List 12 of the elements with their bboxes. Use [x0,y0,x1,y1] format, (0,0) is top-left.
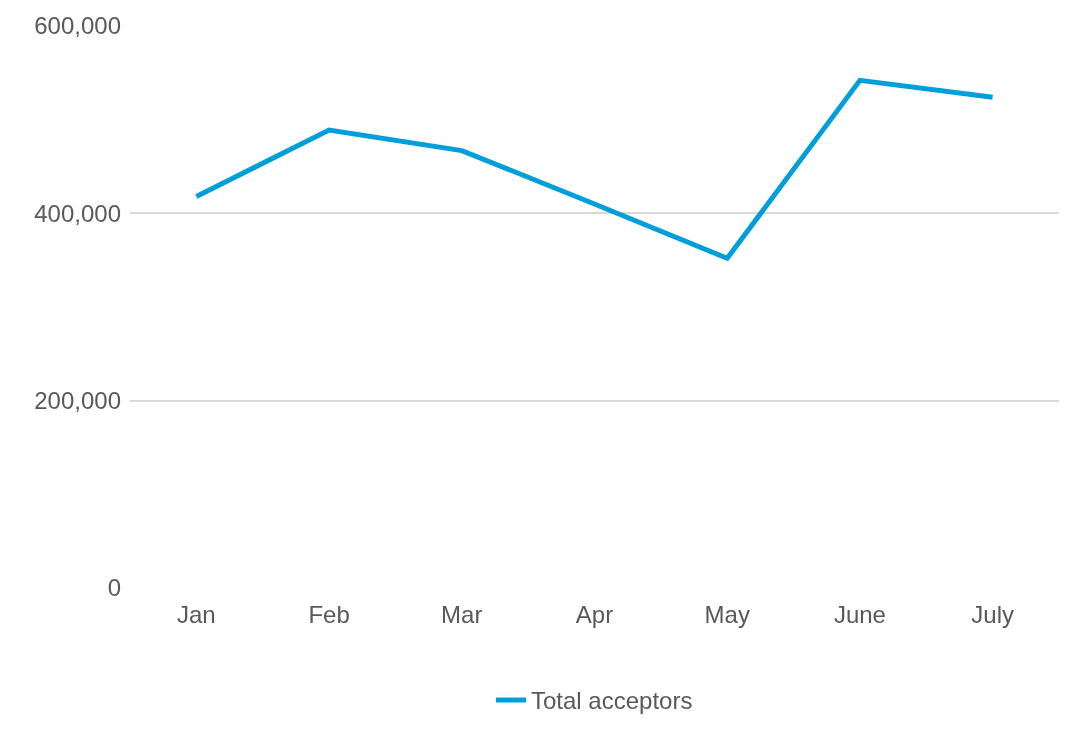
x-tick-label: Feb [308,601,350,628]
x-tick-label: Jan [177,601,216,628]
y-tick-label: 400,000 [34,199,121,227]
x-tick-label: July [971,601,1014,628]
y-tick-label: 0 [107,574,121,602]
legend-label: Total acceptors [531,687,693,715]
x-tick-label: Mar [441,601,483,628]
x-tick-label: Apr [575,601,614,628]
y-tick-label: 600,000 [34,12,121,40]
x-tick-label: June [833,601,886,628]
x-tick-label: May [704,601,750,628]
y-tick-label: 200,000 [34,387,121,415]
